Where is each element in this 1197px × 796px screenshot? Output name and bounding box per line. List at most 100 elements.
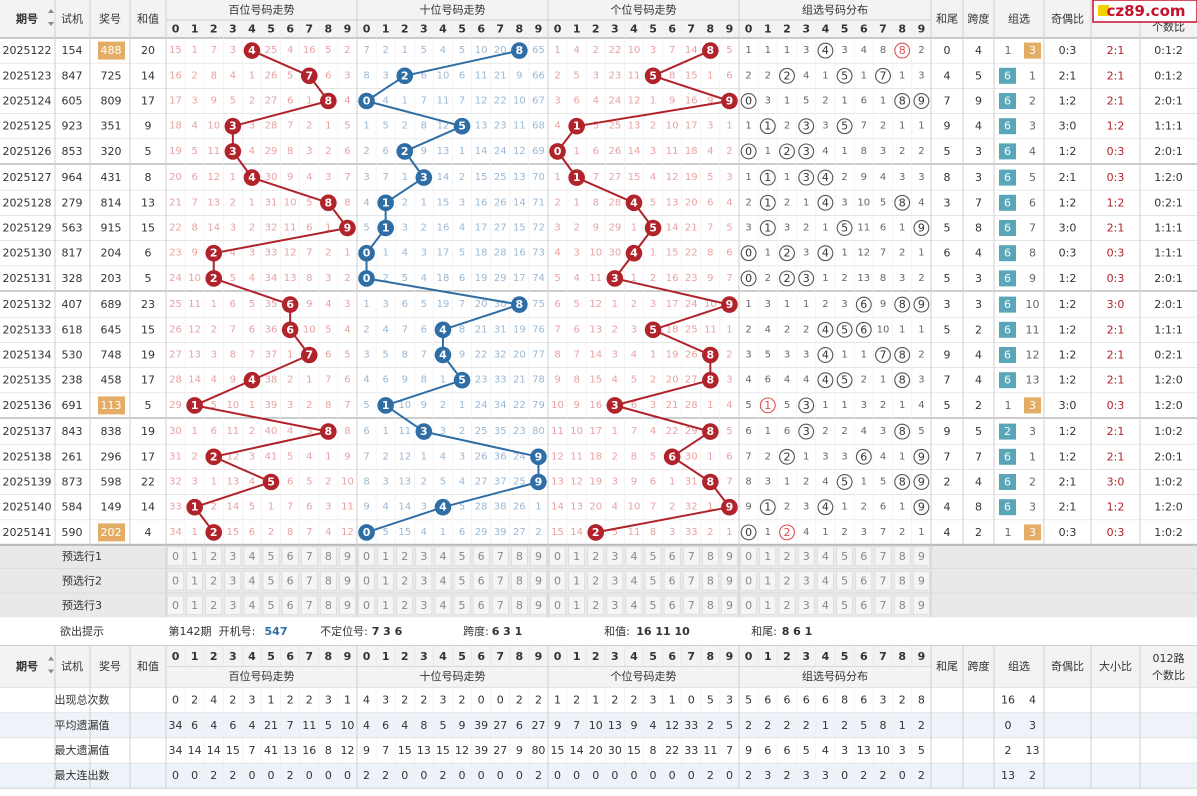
omission-value: 1	[306, 375, 312, 386]
footer-digit: 8	[516, 650, 524, 663]
distribution-ring	[894, 42, 911, 59]
stat-value: 3	[325, 694, 332, 707]
header-digit: 6	[860, 23, 868, 36]
omission-value: 5	[382, 527, 388, 538]
odd-even-cell: 1:2	[1059, 323, 1077, 336]
select-digit: 5	[268, 574, 275, 587]
omission-value: 26	[685, 350, 698, 361]
select-digit: 2	[784, 550, 791, 563]
omission-value: 1	[535, 502, 541, 513]
omission-value: 8	[230, 350, 236, 361]
omission-value: 34	[265, 273, 278, 284]
omission-value: 11	[704, 324, 717, 335]
stat-value: 2	[918, 719, 925, 732]
distribution-ring	[894, 474, 911, 490]
omission-value: 14	[226, 502, 239, 513]
footer-digit: 4	[439, 650, 447, 663]
tail-background	[931, 138, 1197, 164]
stat-value: 34	[169, 719, 183, 732]
select-digit: 7	[306, 599, 313, 612]
stat-value: 10	[589, 719, 603, 732]
omission-value: 4	[612, 375, 618, 386]
omission-value: 12	[666, 172, 679, 183]
select-digit-cell	[568, 571, 585, 591]
footer-qihao: 期号	[16, 659, 38, 673]
omission-value: 5	[573, 299, 579, 310]
omission-value: 1	[631, 223, 637, 234]
distribution-ring	[836, 118, 853, 135]
odd-even-cell: 1:2	[1059, 349, 1077, 362]
select-digit-cell	[836, 571, 853, 591]
select-digit: 2	[784, 574, 791, 587]
stat-value: 1	[669, 694, 676, 707]
lu012-cell: 1:1:1	[1154, 323, 1182, 336]
omission-value: 5	[573, 70, 579, 81]
footer-digit: 3	[802, 650, 810, 663]
trend-line	[194, 379, 253, 407]
omission-value: 1	[382, 426, 388, 437]
omission-value: 3	[382, 70, 388, 81]
omission-value: 6	[306, 502, 312, 513]
stat-value: 6	[784, 744, 791, 757]
omission-value: 10	[303, 324, 316, 335]
omission-value: 23	[169, 248, 182, 259]
footer-digit: 5	[841, 650, 849, 663]
group6-highlight	[999, 194, 1016, 211]
distribution-ring	[798, 270, 815, 287]
group3-omission: 11	[1026, 323, 1040, 336]
select-digit: 5	[841, 574, 848, 587]
trend-ball-digit: 0	[363, 272, 371, 285]
trend-line	[442, 303, 520, 331]
stat-value: 2	[535, 694, 542, 707]
omission-value: 14	[570, 527, 583, 538]
period-cell: 2025137	[3, 425, 52, 438]
test-number-cell: 843	[62, 425, 83, 438]
omission-value: 77	[532, 350, 545, 361]
stat-value: 11	[703, 744, 717, 757]
distribution-ring	[779, 270, 795, 287]
distribution-omission: 2	[841, 426, 847, 437]
footer-digit: 0	[172, 650, 180, 663]
stat-label: 最大遗漏值	[55, 743, 110, 757]
distribution-digit: 2	[784, 247, 791, 260]
select-digit: 1	[573, 599, 580, 612]
stat-value: 33	[684, 719, 698, 732]
omission-value: 4	[249, 273, 255, 284]
lu012-cell: 2:0:1	[1154, 95, 1182, 108]
sum-cell: 5	[145, 145, 152, 158]
odd-even-cell: 2:1	[1059, 501, 1077, 514]
select-digit-cell	[300, 571, 318, 591]
stat-value: 15	[551, 744, 565, 757]
distribution-omission: 2	[803, 223, 809, 234]
trend-ball-digit: 9	[535, 476, 543, 489]
stat-value: 2	[611, 694, 618, 707]
trend-ball	[587, 524, 605, 541]
distribution-digit: 8	[899, 44, 906, 57]
select-digit: 9	[918, 574, 925, 587]
omission-value: 14	[475, 146, 488, 157]
test-number-cell: 563	[62, 222, 83, 235]
big-small-cell: 2:1	[1107, 222, 1125, 235]
span-cell: 2	[975, 526, 982, 539]
omission-value: 8	[421, 375, 427, 386]
trend-ball-digit: 4	[439, 501, 447, 514]
omission-value: 5	[459, 248, 465, 259]
select-digit: 3	[420, 550, 427, 563]
distribution-digit: 8	[899, 95, 906, 108]
omission-value: 78	[532, 375, 545, 386]
select-digit-cell	[530, 546, 547, 566]
odd-even-cell: 2:1	[1059, 171, 1077, 184]
group6-mark: 6	[1004, 247, 1011, 260]
stat-value: 4	[248, 719, 255, 732]
distribution-ring	[836, 220, 853, 236]
select-digit-cell	[568, 546, 585, 566]
omission-value: 11	[398, 426, 411, 437]
stat-value: 2	[918, 769, 925, 782]
period-cell: 2025127	[3, 171, 52, 184]
select-digit: 6	[478, 574, 485, 587]
footer-kuadu: 跨度	[968, 659, 990, 673]
footer-digit: 6	[668, 650, 676, 663]
stat-value: 3	[439, 694, 446, 707]
omission-value: 2	[325, 248, 331, 259]
select-digit: 2	[210, 599, 217, 612]
